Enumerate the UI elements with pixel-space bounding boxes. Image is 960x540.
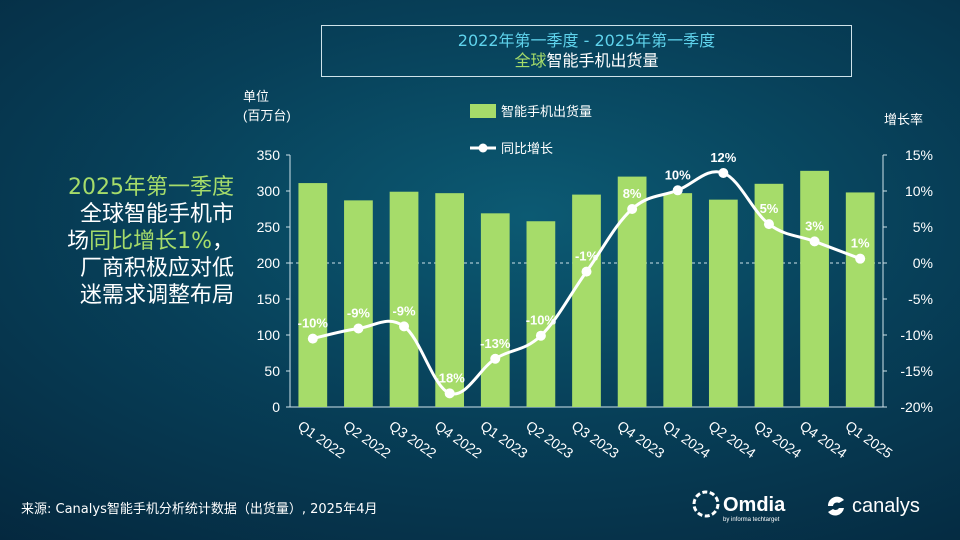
y-tick-label: 50	[264, 363, 280, 379]
y2-tick-label: -20%	[900, 399, 933, 415]
x-tick-label: Q1 2022	[295, 417, 348, 461]
y-tick-label: 150	[257, 291, 281, 307]
shipment-bar	[480, 213, 510, 407]
x-tick-label: Q2 2022	[341, 417, 394, 461]
x-tick-label: Q1 2024	[660, 417, 713, 461]
growth-point	[763, 219, 774, 230]
shipment-bar	[435, 193, 465, 407]
y2-tick-label: 0%	[913, 255, 933, 271]
x-tick-label: Q2 2024	[706, 417, 759, 461]
y2-tick-label: 5%	[913, 219, 933, 235]
growth-point	[581, 266, 592, 277]
y-axis-title-line1: 单位	[243, 89, 269, 104]
growth-point	[353, 323, 364, 334]
y-tick-label: 0	[272, 399, 280, 415]
y2-axis-title: 增长率	[884, 112, 923, 127]
headline-line3-highlight: 同比增长1%	[89, 229, 212, 254]
shipment-bar	[344, 200, 373, 407]
shipment-bar	[845, 192, 875, 407]
shipment-bar	[526, 221, 556, 407]
y-tick-label: 350	[257, 147, 281, 163]
source-note: 来源: Canalys智能手机分析统计数据（出货量）, 2025年4月	[21, 502, 378, 517]
headline-line4: 厂商积极应对低	[79, 256, 234, 281]
y2-tick-label: -5%	[908, 291, 933, 307]
growth-label: 1%	[851, 236, 870, 251]
headline-line5: 迷需求调整布局	[79, 283, 234, 308]
growth-point	[490, 353, 501, 364]
canalys-logo: canalys	[827, 495, 920, 517]
growth-label: 10%	[665, 167, 691, 182]
growth-label: 12%	[710, 150, 736, 165]
x-tick-label: Q1 2025	[842, 417, 895, 461]
y-tick-label: 100	[257, 327, 281, 343]
headline-line3-pre: 场	[67, 229, 90, 254]
growth-label: -10%	[298, 316, 329, 331]
headline-line1: 2025年第一季度	[68, 175, 234, 200]
shipment-bar	[617, 176, 647, 407]
x-tick-label: Q4 2024	[797, 417, 850, 461]
growth-label: 3%	[805, 218, 824, 233]
growth-point	[627, 204, 638, 214]
omdia-logo-text: Omdia	[723, 494, 786, 516]
shipment-bar	[663, 193, 693, 407]
y2-tick-label: 15%	[905, 147, 933, 163]
y-tick-label: 300	[257, 183, 281, 199]
legend-bar-swatch	[470, 104, 496, 118]
growth-label: -13%	[480, 336, 511, 351]
y2-tick-label: -15%	[900, 363, 933, 379]
growth-point	[399, 321, 410, 332]
headline-text: 2025年第一季度 全球智能手机市 场同比增长1%， 厂商积极应对低 迷需求调整…	[14, 174, 234, 309]
x-tick-label: Q4 2022	[432, 417, 485, 461]
x-tick-label: Q3 2022	[386, 417, 439, 461]
headline-line2: 全球智能手机市	[79, 202, 234, 227]
x-tick-label: Q3 2024	[751, 417, 804, 461]
chart-title-rest: 智能手机出货量	[546, 51, 659, 70]
growth-label: -9%	[392, 303, 416, 318]
x-tick-label: Q3 2023	[569, 417, 622, 461]
growth-point	[444, 388, 455, 399]
canalys-logo-text: canalys	[852, 495, 920, 517]
growth-point	[809, 236, 820, 247]
chart-title-box: 2022年第一季度 - 2025年第一季度 全球智能手机出货量	[321, 25, 852, 77]
y-tick-label: 200	[257, 255, 281, 271]
x-tick-label: Q2 2023	[523, 417, 576, 461]
legend-line-label: 同比增长	[501, 141, 553, 156]
chart-title-line1: 2022年第一季度 - 2025年第一季度	[457, 31, 716, 50]
y-tick-label: 250	[257, 219, 281, 235]
growth-point	[672, 185, 683, 196]
shipment-bar	[389, 191, 419, 407]
omdia-logo-subtext: by informa techtarget	[723, 517, 780, 523]
chart-title-line2: 全球智能手机出货量	[322, 51, 851, 71]
y2-tick-label: -10%	[900, 327, 933, 343]
growth-label: 5%	[760, 201, 779, 216]
headline-line3-post: ，	[211, 229, 234, 254]
growth-label: -18%	[434, 370, 465, 385]
legend-line-marker	[478, 143, 488, 153]
shipment-bar	[754, 183, 784, 407]
y2-tick-label: 10%	[905, 183, 933, 199]
omdia-logo: Omdia by informa techtarget	[692, 490, 786, 523]
growth-point	[855, 253, 866, 264]
growth-label: -9%	[347, 306, 371, 321]
chart-title-highlight: 全球	[514, 51, 547, 70]
shipment-bar	[708, 199, 738, 407]
growth-point	[718, 168, 729, 178]
legend-bar-label: 智能手机出货量	[501, 104, 592, 119]
shipment-bar	[572, 194, 601, 407]
growth-label: -1%	[575, 249, 599, 264]
growth-point	[535, 330, 546, 341]
headline-line3: 场同比增长1%，	[14, 228, 234, 255]
shipment-bar	[298, 183, 328, 407]
growth-point	[307, 333, 318, 344]
x-tick-label: Q4 2023	[614, 417, 667, 461]
y-axis-title-line2: (百万台)	[243, 108, 291, 123]
x-tick-label: Q1 2023	[478, 417, 531, 461]
growth-label: 8%	[623, 186, 642, 201]
growth-label: -10%	[526, 313, 557, 328]
shipment-bar	[800, 170, 829, 407]
